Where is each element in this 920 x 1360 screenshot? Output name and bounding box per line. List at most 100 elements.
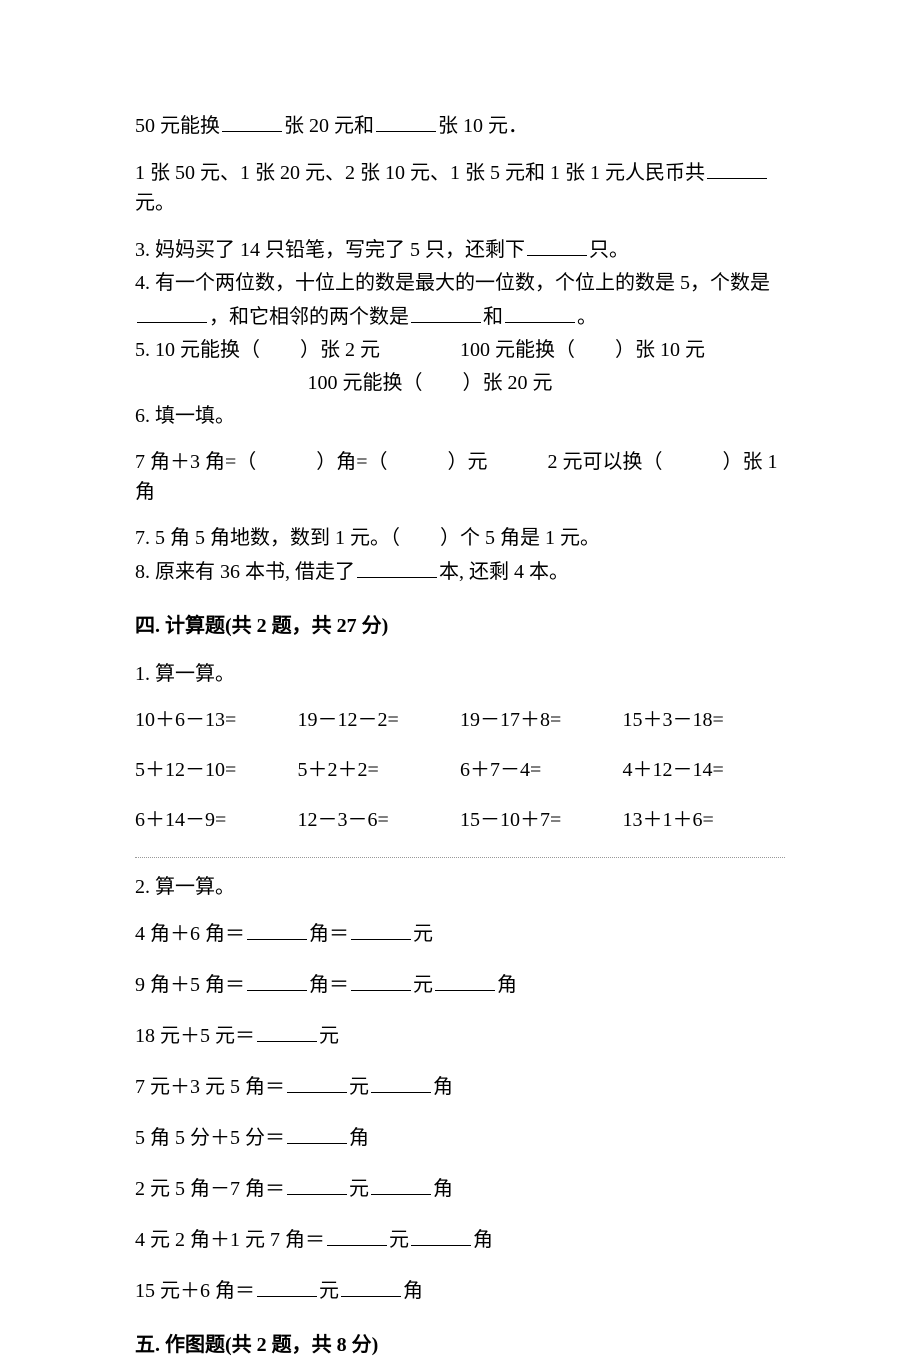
- calc2-line-2: 9 角＋5 角＝ 角＝ 元 角: [135, 969, 785, 1000]
- s4-q1-header: 1. 算一算。: [135, 659, 785, 689]
- question-5-line2: 100 元能换（ ）张 20 元: [75, 368, 785, 398]
- text: 四. 计算题(共 2 题，共 27 分): [135, 615, 388, 637]
- text: 1. 算一算。: [135, 663, 235, 685]
- question-4-line2: ，和它相邻的两个数是 和 。: [135, 301, 785, 332]
- question-6-line: 7 角＋3 角=（ ）角=（ ）元 2 元可以换（ ）张 1 角: [135, 447, 785, 507]
- blank: [137, 301, 207, 323]
- text: 张 20 元和: [284, 115, 374, 137]
- text: 元: [319, 1025, 339, 1047]
- text: 元: [319, 1280, 339, 1302]
- section-5-header: 五. 作图题(共 2 题，共 8 分): [135, 1330, 785, 1360]
- text: 角: [403, 1280, 423, 1302]
- calc2-line-1: 4 角＋6 角＝ 角＝ 元: [135, 918, 785, 949]
- text: 元: [413, 923, 433, 945]
- text: 9 角＋5 角＝: [135, 974, 245, 996]
- question-3: 3. 妈妈买了 14 只铅笔，写完了 5 只，还剩下 只。: [135, 234, 785, 265]
- blank: [222, 110, 282, 132]
- text: ，和它相邻的两个数是: [209, 306, 409, 328]
- text: 元。: [135, 192, 175, 214]
- text: 角: [497, 974, 517, 996]
- text: 4. 有一个两位数，十位上的数是最大的一位数，个位上的数是 5，个数是: [135, 272, 770, 294]
- calc2-line-3: 18 元＋5 元＝元: [135, 1020, 785, 1051]
- blank: [527, 234, 587, 256]
- calc2-line-4: 7 元＋3 元 5 角＝元角: [135, 1071, 785, 1102]
- blank: [257, 1020, 317, 1042]
- calc-cell: 12－3－6=: [298, 805, 461, 835]
- text: 角: [473, 1229, 493, 1251]
- blank: [411, 301, 481, 323]
- text: 。: [577, 306, 597, 328]
- blank: [371, 1071, 431, 1093]
- text: 元: [349, 1178, 369, 1200]
- text: 4 角＋6 角＝: [135, 923, 245, 945]
- section-4-header: 四. 计算题(共 2 题，共 27 分): [135, 611, 785, 641]
- calc-grid-1: 10＋6－13= 19－12－2= 19－17＋8= 15＋3－18= 5＋12…: [135, 705, 785, 835]
- calc-cell: 15＋3－18=: [623, 705, 786, 735]
- blank: [371, 1173, 431, 1195]
- blank: [327, 1224, 387, 1246]
- text: 100 元能换（ ）张 20 元: [308, 372, 553, 394]
- calc-cell: 10＋6－13=: [135, 705, 298, 735]
- calc2-line-6: 2 元 5 角－7 角＝ 元 角: [135, 1173, 785, 1204]
- blank: [287, 1173, 347, 1195]
- text: 元: [413, 974, 433, 996]
- blank: [287, 1122, 347, 1144]
- text: 角: [349, 1127, 369, 1149]
- text: 元: [389, 1229, 409, 1251]
- calc-cell: 13＋1＋6=: [623, 805, 786, 835]
- calc-cell: 5＋12－10=: [135, 755, 298, 785]
- blank: [351, 918, 411, 940]
- text: 7. 5 角 5 角地数，数到 1 元。（ ）个 5 角是 1 元。: [135, 527, 600, 549]
- question-5-line1: 5. 10 元能换（ ）张 2 元100 元能换（ ）张 10 元: [135, 335, 785, 365]
- blank: [351, 969, 411, 991]
- question-6-header: 6. 填一填。: [135, 401, 785, 431]
- text: 本, 还剩 4 本。: [439, 561, 569, 583]
- text: 角＝: [309, 974, 349, 996]
- text: 5 角 5 分＋5 分＝: [135, 1127, 285, 1149]
- calc-cell: 19－17＋8=: [460, 705, 623, 735]
- calc2-line-8: 15 元＋6 角＝ 元 角: [135, 1275, 785, 1306]
- blank: [411, 1224, 471, 1246]
- text: 7 元＋3 元 5 角＝: [135, 1076, 285, 1098]
- blank: [287, 1071, 347, 1093]
- text: 只。: [589, 239, 629, 261]
- calc2-line-7: 4 元 2 角＋1 元 7 角＝ 元 角: [135, 1224, 785, 1255]
- s4-q2-header: 2. 算一算。: [135, 872, 785, 902]
- text: 8. 原来有 36 本书, 借走了: [135, 561, 355, 583]
- blank: [376, 110, 436, 132]
- text: 2. 算一算。: [135, 876, 235, 898]
- text: 角: [433, 1076, 453, 1098]
- text: 角: [433, 1178, 453, 1200]
- text: 和: [483, 306, 503, 328]
- blank: [341, 1275, 401, 1297]
- calc-cell: 4＋12－14=: [623, 755, 786, 785]
- text: 角＝: [309, 923, 349, 945]
- blank: [435, 969, 495, 991]
- blank: [357, 556, 437, 578]
- text: 张 10 元．: [438, 115, 528, 137]
- blank: [247, 969, 307, 991]
- text: 6. 填一填。: [135, 405, 235, 427]
- calc-cell: 6＋7－4=: [460, 755, 623, 785]
- text: 50 元能换: [135, 115, 220, 137]
- question-4-line1: 4. 有一个两位数，十位上的数是最大的一位数，个位上的数是 5，个数是: [135, 268, 785, 298]
- text: 5. 10 元能换（ ）张 2 元: [135, 339, 380, 361]
- text: 1 张 50 元、1 张 20 元、2 张 10 元、1 张 5 元和 1 张 …: [135, 162, 705, 184]
- text: 3. 妈妈买了 14 只铅笔，写完了 5 只，还剩下: [135, 239, 525, 261]
- text: 五. 作图题(共 2 题，共 8 分): [135, 1334, 378, 1356]
- text: 2 元 5 角－7 角＝: [135, 1178, 285, 1200]
- calc-cell: 19－12－2=: [298, 705, 461, 735]
- blank: [707, 157, 767, 179]
- calc-cell: 15－10＋7=: [460, 805, 623, 835]
- blank: [247, 918, 307, 940]
- calc-cell: 5＋2＋2=: [298, 755, 461, 785]
- question-7: 7. 5 角 5 角地数，数到 1 元。（ ）个 5 角是 1 元。: [135, 523, 785, 553]
- separator: [135, 857, 785, 858]
- text: 15 元＋6 角＝: [135, 1280, 255, 1302]
- question-money-exchange-50: 50 元能换 张 20 元和 张 10 元．: [135, 110, 785, 141]
- text: 4 元 2 角＋1 元 7 角＝: [135, 1229, 325, 1251]
- calc-cell: 6＋14－9=: [135, 805, 298, 835]
- blank: [257, 1275, 317, 1297]
- calc2-line-5: 5 角 5 分＋5 分＝ 角: [135, 1122, 785, 1153]
- blank: [505, 301, 575, 323]
